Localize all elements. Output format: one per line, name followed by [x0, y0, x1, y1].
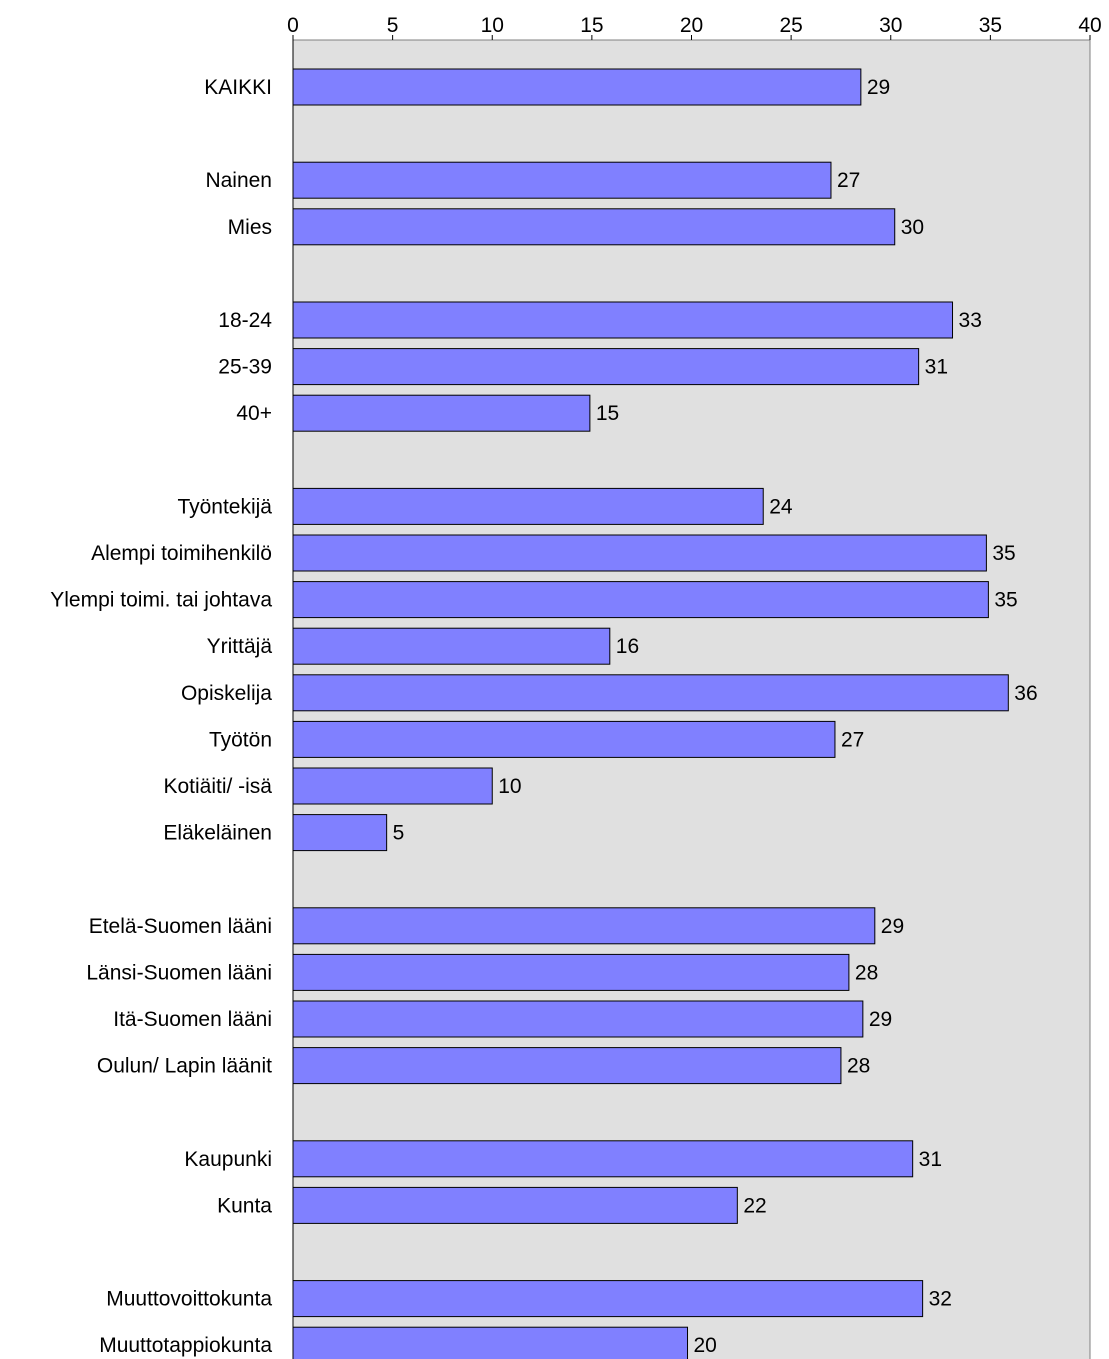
bar-value-label: 27: [837, 169, 860, 192]
category-label: Työntekijä: [177, 495, 272, 518]
bar-value-label: 16: [616, 635, 639, 658]
bar: [292, 161, 832, 199]
bar-value-label: 35: [992, 542, 1015, 565]
category-label: Ylempi toimi. tai johtava: [50, 589, 272, 612]
bar: [292, 534, 987, 572]
bar-value-label: 29: [881, 915, 904, 938]
category-label: Oulun/ Lapin läänit: [97, 1055, 272, 1078]
category-labels: KAIKKI Nainen Mies 18-24 25-39 40+ Työntekijä A…: [50, 76, 272, 1357]
bar: [292, 301, 954, 339]
x-axis-ticks: 0 5 10 15 20 25 30 35 40: [287, 14, 1102, 40]
bar-value-label: 29: [867, 76, 890, 99]
bar-value-label: 31: [919, 1148, 942, 1171]
x-tick-label: 10: [481, 14, 504, 37]
bar: [292, 1280, 924, 1318]
bar-value-label: 28: [855, 961, 878, 984]
bar: [292, 208, 896, 246]
category-label: 40+: [236, 402, 272, 425]
bar-value-label: 5: [393, 822, 405, 845]
category-label: Eläkeläinen: [163, 822, 272, 845]
bar-value-label: 20: [694, 1334, 717, 1357]
x-tick-label: 25: [779, 14, 802, 37]
bar: [292, 674, 1009, 712]
bar-value-label: 30: [901, 216, 924, 239]
category-label: Yrittäjä: [207, 635, 273, 658]
bar: [292, 1140, 914, 1178]
bar: [292, 953, 850, 991]
category-label: Kotiäiti/ -isä: [163, 775, 272, 798]
bar-value-label: 22: [743, 1194, 766, 1217]
bar-value-label: 35: [994, 589, 1017, 612]
category-label: Muuttotappiokunta: [99, 1334, 272, 1357]
bar: [292, 720, 836, 758]
x-tick-label: 20: [680, 14, 703, 37]
x-tick-label: 15: [580, 14, 603, 37]
bar-value-label: 10: [498, 775, 521, 798]
bar-value-label: 32: [929, 1288, 952, 1311]
category-label: Länsi-Suomen lääni: [86, 961, 272, 984]
bar: [292, 1186, 738, 1224]
bar-value-label: 33: [959, 309, 982, 332]
category-label: 25-39: [218, 356, 272, 379]
category-label: Kunta: [217, 1194, 272, 1217]
bar: [292, 907, 876, 945]
x-tick-label: 35: [979, 14, 1002, 37]
x-tick-label: 40: [1078, 14, 1101, 37]
bar: [292, 767, 493, 805]
bar-value-label: 27: [841, 728, 864, 751]
category-label: Opiskelija: [181, 682, 272, 705]
bar: [292, 348, 920, 386]
bar-value-label: 36: [1014, 682, 1037, 705]
bar: [292, 814, 388, 852]
bar-value-label: 29: [869, 1008, 892, 1031]
bar: [292, 581, 989, 619]
category-label: 18-24: [218, 309, 272, 332]
category-label: Nainen: [205, 169, 272, 192]
category-label: Itä-Suomen lääni: [113, 1008, 272, 1031]
category-label: Kaupunki: [184, 1148, 272, 1171]
bar-value-label: 31: [925, 356, 948, 379]
category-label: Mies: [228, 216, 272, 239]
category-label: Etelä-Suomen lääni: [89, 915, 272, 938]
bar: [292, 1326, 689, 1359]
bars: [292, 68, 1009, 1359]
bar: [292, 487, 764, 525]
bar: [292, 68, 862, 106]
bar-value-label: 28: [847, 1055, 870, 1078]
category-label: Alempi toimihenkilö: [91, 542, 272, 565]
x-tick-label: 30: [879, 14, 902, 37]
category-label: KAIKKI: [204, 76, 272, 99]
x-tick-label: 5: [387, 14, 399, 37]
category-label: Muuttovoittokunta: [106, 1288, 272, 1311]
bar-value-label: 15: [596, 402, 619, 425]
bar: [292, 627, 611, 665]
bar: [292, 394, 591, 432]
x-tick-label: 0: [287, 14, 299, 37]
category-label: Työtön: [209, 728, 272, 751]
data-labels: 2927303331152435351636271052928292831223…: [393, 76, 1038, 1357]
bar-value-label: 24: [769, 495, 793, 518]
bar: [292, 1047, 842, 1085]
bar: [292, 1000, 864, 1038]
